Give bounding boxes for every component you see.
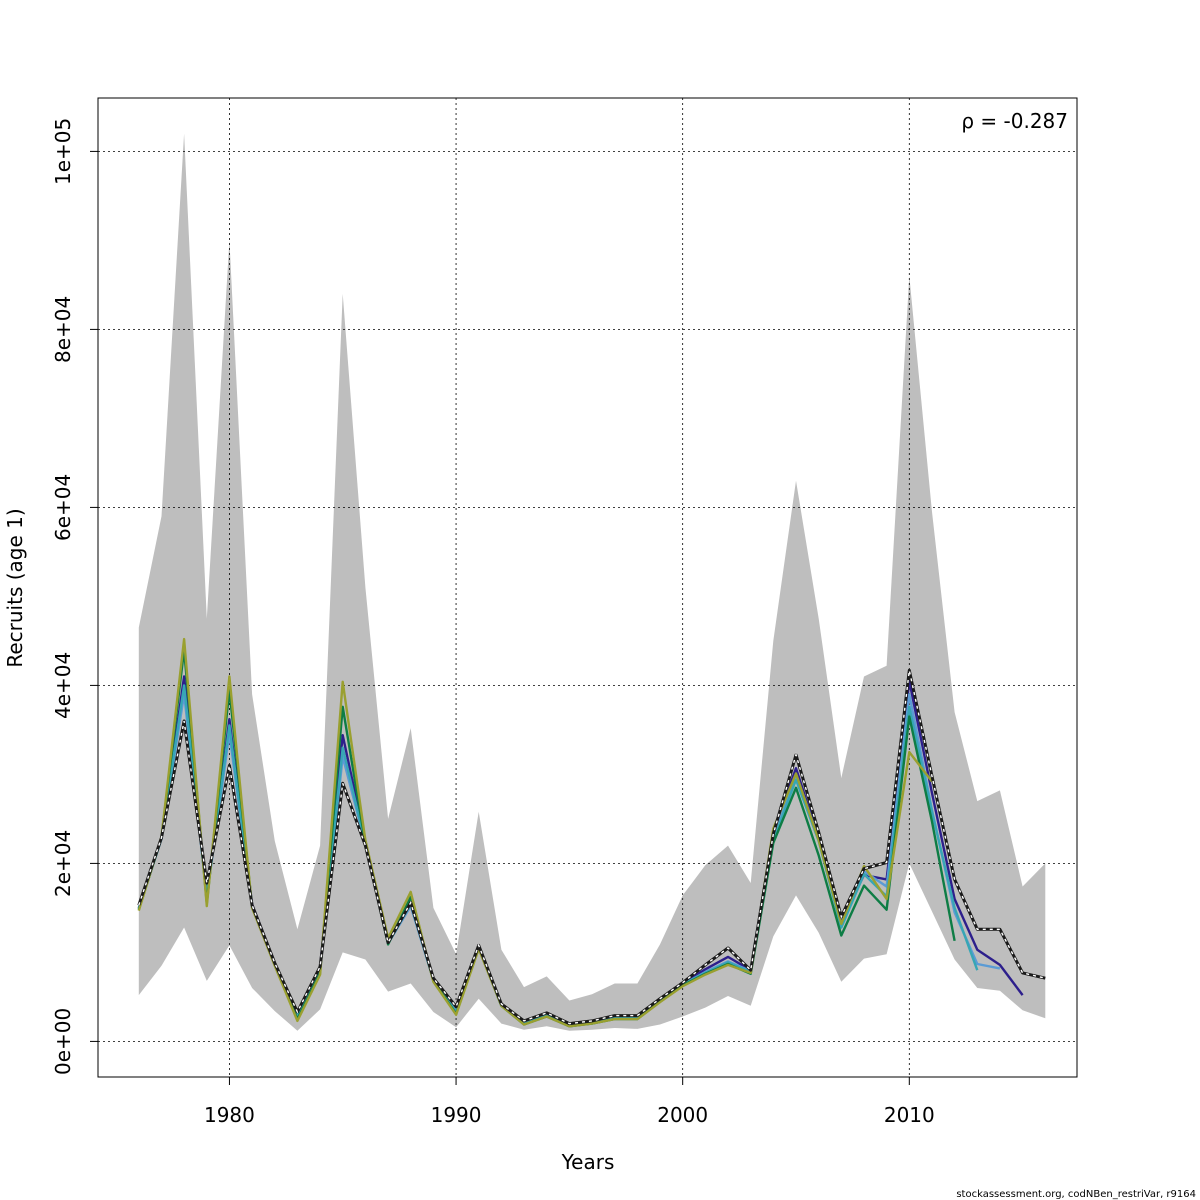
y-tick-label: 1e+05 <box>51 118 75 185</box>
x-axis-title: Years <box>561 1150 615 1174</box>
y-axis-title: Recruits (age 1) <box>3 508 27 667</box>
y-tick-label: 4e+04 <box>51 652 75 719</box>
grid-layer <box>98 98 1077 1077</box>
series-line-0-dash <box>138 670 1046 1025</box>
footer-credit: stockassessment.org, codNBen_restriVar, … <box>956 1189 1196 1200</box>
y-tick-label: 2e+04 <box>51 830 75 897</box>
x-tick-label: 2010 <box>884 1103 935 1127</box>
x-tick-label: 2000 <box>657 1103 708 1127</box>
y-tick-label: 8e+04 <box>51 296 75 363</box>
x-tick-label: 1990 <box>431 1103 482 1127</box>
confidence-band <box>138 133 1046 1031</box>
plot-frame <box>97 97 1078 1078</box>
y-tick-label: 0e+00 <box>51 1008 75 1075</box>
confidence-band-layer <box>138 133 1046 1031</box>
x-tick-label: 1980 <box>204 1103 255 1127</box>
series-layer <box>137 637 1046 1028</box>
correlation-annotation: ρ = -0.287 <box>961 109 1068 133</box>
y-tick-label: 6e+04 <box>51 474 75 541</box>
axis-layer: 1980 1990 2000 2010 0e+00 2e+04 4e+04 6e+04 8e+0… <box>51 118 935 1127</box>
